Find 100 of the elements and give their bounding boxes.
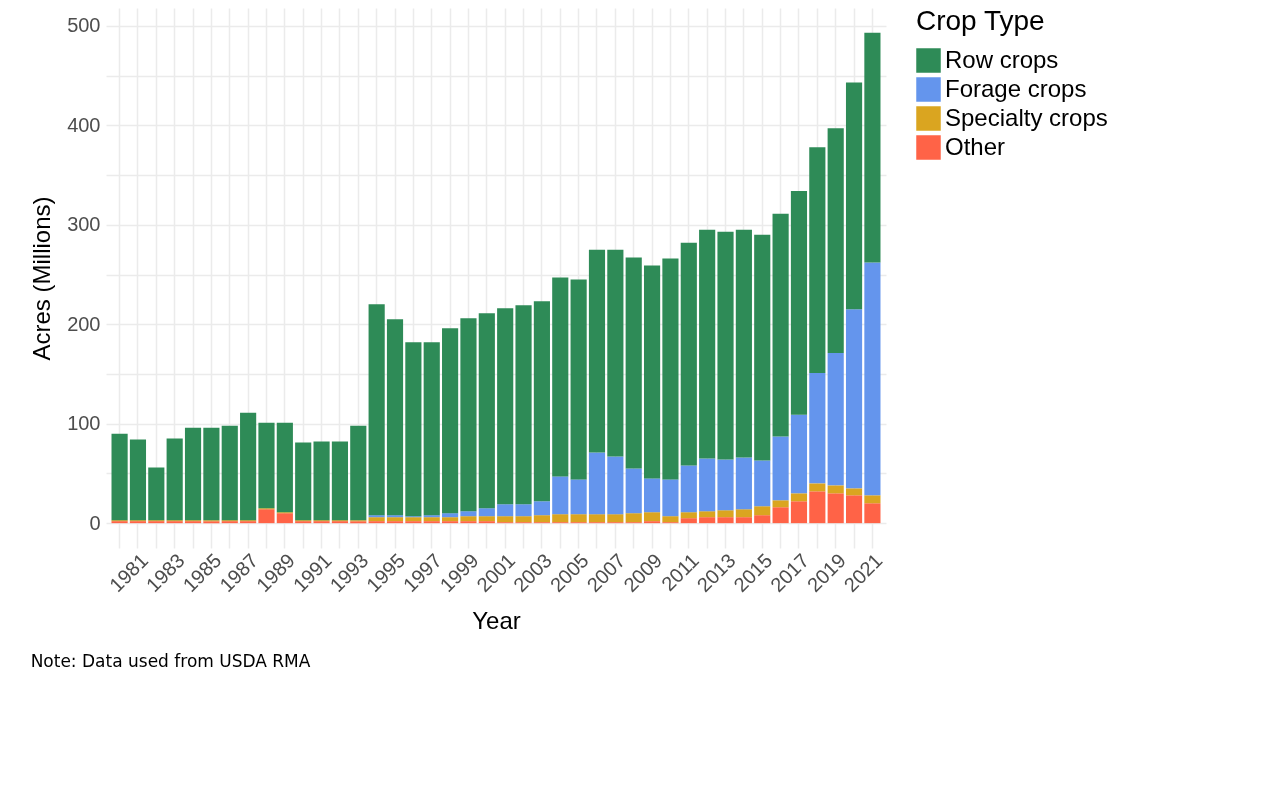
bar [331,441,349,521]
bar [460,516,477,522]
bar [607,456,624,515]
bar [772,507,789,524]
bar [845,309,863,489]
bar [845,495,863,524]
bar [643,478,661,513]
bar [368,304,385,516]
bar [772,436,789,501]
bar [405,342,422,517]
bar [754,506,771,516]
bar [790,414,808,494]
bar [827,128,844,354]
bar [478,313,495,509]
bar [680,242,697,466]
bar [240,412,257,521]
bar [717,459,734,511]
bar [533,501,550,516]
bar [368,517,385,522]
bar [735,457,752,510]
bar [497,308,514,505]
legend-label: Row crops [945,45,1059,73]
bar [827,493,844,524]
bar [552,476,569,515]
bar [313,441,330,521]
bar [699,458,716,512]
text: Note: Data used from USDA RMA [30,650,311,671]
bar [809,483,826,492]
y-tick-label: 500 [67,14,101,37]
bar [166,438,183,521]
bar [643,512,661,522]
legend-label: Other [945,132,1006,160]
bar [258,422,275,509]
bar [662,516,679,523]
bar [607,249,624,457]
bar [699,511,716,518]
bar [717,231,734,460]
y-tick-label: 200 [67,312,101,335]
bar [295,442,312,521]
bar [478,508,495,517]
legend-title: Crop Type [916,5,1045,36]
bar [607,514,624,523]
bar [864,32,881,263]
bar [662,258,679,480]
bar [625,257,642,469]
bar [497,504,514,517]
bar [515,305,532,505]
bar [809,491,826,524]
bar [184,427,202,521]
bar [772,500,789,508]
bar [754,460,771,507]
y-tick-label: 300 [67,213,101,236]
bar [735,229,752,458]
bar [442,517,459,522]
bar [350,425,367,521]
bar [533,515,550,523]
bar [460,318,477,512]
bar [515,504,532,517]
legend-label: Forage crops [945,74,1087,102]
bar [148,467,165,521]
bar [845,82,863,310]
bar [809,372,826,484]
bar [221,425,238,521]
bar [111,433,128,521]
bar [680,512,697,519]
y-tick-label: 100 [67,412,101,435]
x-axis-title: Year [472,607,521,635]
bar [735,509,752,518]
bar [497,516,514,523]
bar [276,513,293,524]
bar [276,422,293,513]
bar [827,485,844,494]
bar [864,503,881,524]
bar [790,190,808,415]
y-tick-label: 400 [67,113,101,136]
bar [570,279,587,480]
bar [515,516,532,523]
bar [442,328,459,514]
bar [790,501,808,524]
bar [386,517,404,522]
bar [478,516,495,522]
legend-label: Specialty crops [945,103,1108,131]
bar [570,514,587,523]
bar [588,514,606,523]
bar [717,517,734,524]
bar [203,427,220,521]
bar [460,511,477,517]
bar [680,518,697,524]
bar [258,509,275,524]
bar [699,517,716,524]
bar [552,514,569,523]
y-tick-label: 0 [89,511,101,534]
bar [864,262,881,496]
bar [809,147,826,373]
bar [625,513,642,523]
bar [533,301,550,502]
bar [386,319,404,516]
bar [442,513,459,518]
bar [570,479,587,515]
bar [423,517,440,522]
